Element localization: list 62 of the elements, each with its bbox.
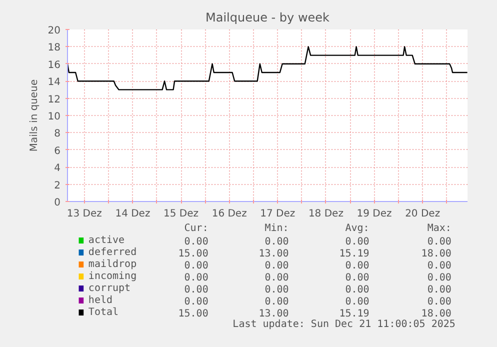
text: 0.00 xyxy=(184,236,208,248)
text: 0.00 xyxy=(345,260,370,272)
text: 0.00 xyxy=(345,236,370,248)
legend-label: active xyxy=(88,235,125,246)
text: 18.00 xyxy=(421,308,452,320)
text: 15.00 xyxy=(178,248,208,260)
text: 0.00 xyxy=(184,272,208,284)
text: 0.00 xyxy=(264,272,289,284)
legend-label: Total xyxy=(88,307,119,318)
x-tick-label: 18 Dez xyxy=(308,208,344,220)
y-tick-label: 20 xyxy=(48,26,61,36)
text: 0.00 xyxy=(427,272,452,284)
legend-label: held xyxy=(88,295,113,306)
x-tick-label: 13 Dez xyxy=(66,208,102,220)
text: 0.00 xyxy=(264,236,289,248)
y-tick-label: 6 xyxy=(54,146,61,157)
text: 13.00 xyxy=(258,248,289,260)
text: 0.00 xyxy=(264,284,289,296)
legend-label: incoming xyxy=(88,271,137,282)
y-axis-title: Mails in queue xyxy=(28,79,40,152)
text: 15.19 xyxy=(339,308,370,320)
text: 0.00 xyxy=(264,260,289,272)
text: 0.00 xyxy=(427,260,452,272)
text: 15.19 xyxy=(339,248,370,260)
text: Max: xyxy=(427,223,452,234)
text: 0.00 xyxy=(427,284,452,296)
chart-title: Mailqueue - by week xyxy=(206,10,330,24)
x-tick-label: 16 Dez xyxy=(212,208,247,220)
text: 0.00 xyxy=(345,284,370,296)
y-tick-label: 2 xyxy=(54,180,61,192)
y-tick-label: 8 xyxy=(54,128,61,140)
text: 13.00 xyxy=(258,308,289,320)
x-tick-label: 15 Dez xyxy=(164,208,199,220)
y-tick-label: 0 xyxy=(54,198,61,208)
line-series xyxy=(68,46,468,90)
text: Last update: Sun Dec 21 11:00:05 2025 xyxy=(232,319,456,330)
legend-label: corrupt xyxy=(88,283,131,294)
text: 0.00 xyxy=(264,296,289,308)
text: Cur: xyxy=(184,223,208,234)
y-tick-label: 18 xyxy=(48,42,61,54)
text: 0.00 xyxy=(345,272,370,284)
text: 0.00 xyxy=(184,260,208,272)
y-tick-label: 4 xyxy=(54,163,61,174)
x-tick-label: 17 Dez xyxy=(260,208,296,220)
text: 0.00 xyxy=(184,284,208,296)
x-tick-label: 19 Dez xyxy=(356,208,392,220)
y-tick-label: 12 xyxy=(48,94,61,106)
y-tick-label: 10 xyxy=(48,112,61,122)
text: 0.00 xyxy=(345,296,370,308)
legend-label: maildrop xyxy=(88,259,137,270)
y-tick-label: 16 xyxy=(48,60,61,71)
x-tick-label: 14 Dez xyxy=(115,208,150,220)
text: 0.00 xyxy=(184,296,208,308)
text: 15.00 xyxy=(178,308,208,320)
x-tick-label: 20 Dez xyxy=(405,208,440,220)
text: 0.00 xyxy=(427,296,452,308)
text: 18.00 xyxy=(421,248,452,260)
y-tick-label: 14 xyxy=(48,77,61,88)
legend-label: deferred xyxy=(88,247,137,258)
text: Avg: xyxy=(345,223,370,234)
text: Min: xyxy=(264,223,289,234)
text: 0.00 xyxy=(427,236,452,248)
